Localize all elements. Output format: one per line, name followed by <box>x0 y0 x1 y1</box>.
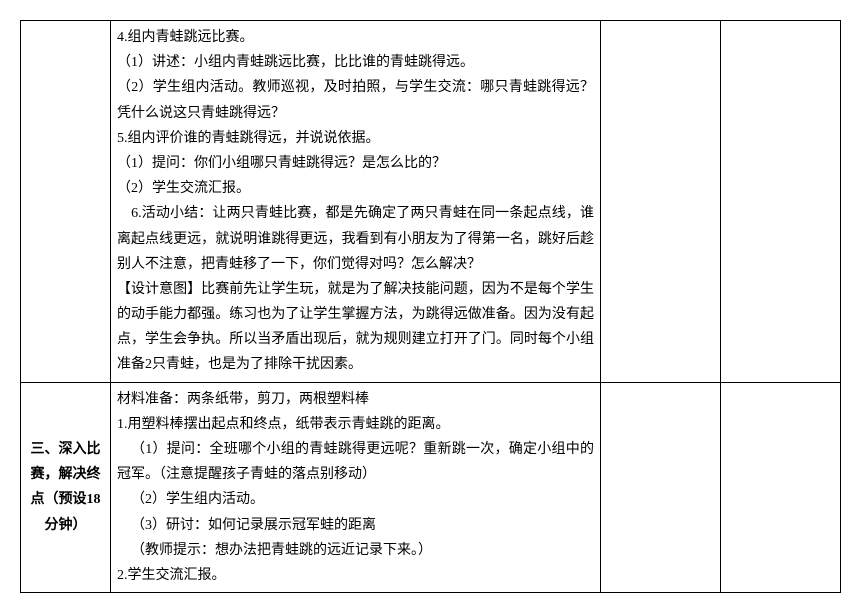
content-line: （2）学生组内活动。 <box>117 487 594 512</box>
table-row: 三、深入比赛，解决终点（预设18分钟） 材料准备：两条纸带，剪刀，两根塑料棒 1… <box>21 382 841 593</box>
content-line: 5.组内评价谁的青蛙跳得远，并说说依据。 <box>117 126 594 151</box>
content-line: （1）提问：你们小组哪只青蛙跳得远？是怎么比的？ <box>117 151 594 176</box>
content-line: 2.学生交流汇报。 <box>117 563 594 588</box>
section-label-cell: 三、深入比赛，解决终点（预设18分钟） <box>21 382 111 593</box>
lesson-plan-table: 4.组内青蛙跳远比赛。 （1）讲述：小组内青蛙跳远比赛，比比谁的青蛙跳得远。 （… <box>20 20 841 593</box>
content-line: （1）讲述：小组内青蛙跳远比赛，比比谁的青蛙跳得远。 <box>117 50 594 75</box>
table-row: 4.组内青蛙跳远比赛。 （1）讲述：小组内青蛙跳远比赛，比比谁的青蛙跳得远。 （… <box>21 21 841 383</box>
content-line: 1.用塑料棒摆出起点和终点，纸带表示青蛙跳的距离。 <box>117 412 594 437</box>
empty-cell <box>601 21 721 383</box>
content-line: （1）提问：全班哪个小组的青蛙跳得更远呢？重新跳一次，确定小组中的冠军。（注意提… <box>117 437 594 487</box>
empty-cell <box>721 21 841 383</box>
content-line: 4.组内青蛙跳远比赛。 <box>117 25 594 50</box>
content-line: 6.活动小结：让两只青蛙比赛，都是先确定了两只青蛙在同一条起点线，谁离起点线更远… <box>117 201 594 277</box>
content-line: （2）学生组内活动。教师巡视，及时拍照，与学生交流：哪只青蛙跳得远？凭什么说这只… <box>117 75 594 125</box>
content-line: 材料准备：两条纸带，剪刀，两根塑料棒 <box>117 387 594 412</box>
empty-cell <box>601 382 721 593</box>
section-label-cell <box>21 21 111 383</box>
content-cell: 4.组内青蛙跳远比赛。 （1）讲述：小组内青蛙跳远比赛，比比谁的青蛙跳得远。 （… <box>111 21 601 383</box>
empty-cell <box>721 382 841 593</box>
content-line: （教师提示：想办法把青蛙跳的远近记录下来。） <box>117 538 594 563</box>
content-cell: 材料准备：两条纸带，剪刀，两根塑料棒 1.用塑料棒摆出起点和终点，纸带表示青蛙跳… <box>111 382 601 593</box>
content-line: 【设计意图】比赛前先让学生玩，就是为了解决技能问题，因为不是每个学生的动手能力都… <box>117 277 594 378</box>
content-line: （3）研讨：如何记录展示冠军蛙的距离 <box>117 513 594 538</box>
content-line: （2）学生交流汇报。 <box>117 176 594 201</box>
